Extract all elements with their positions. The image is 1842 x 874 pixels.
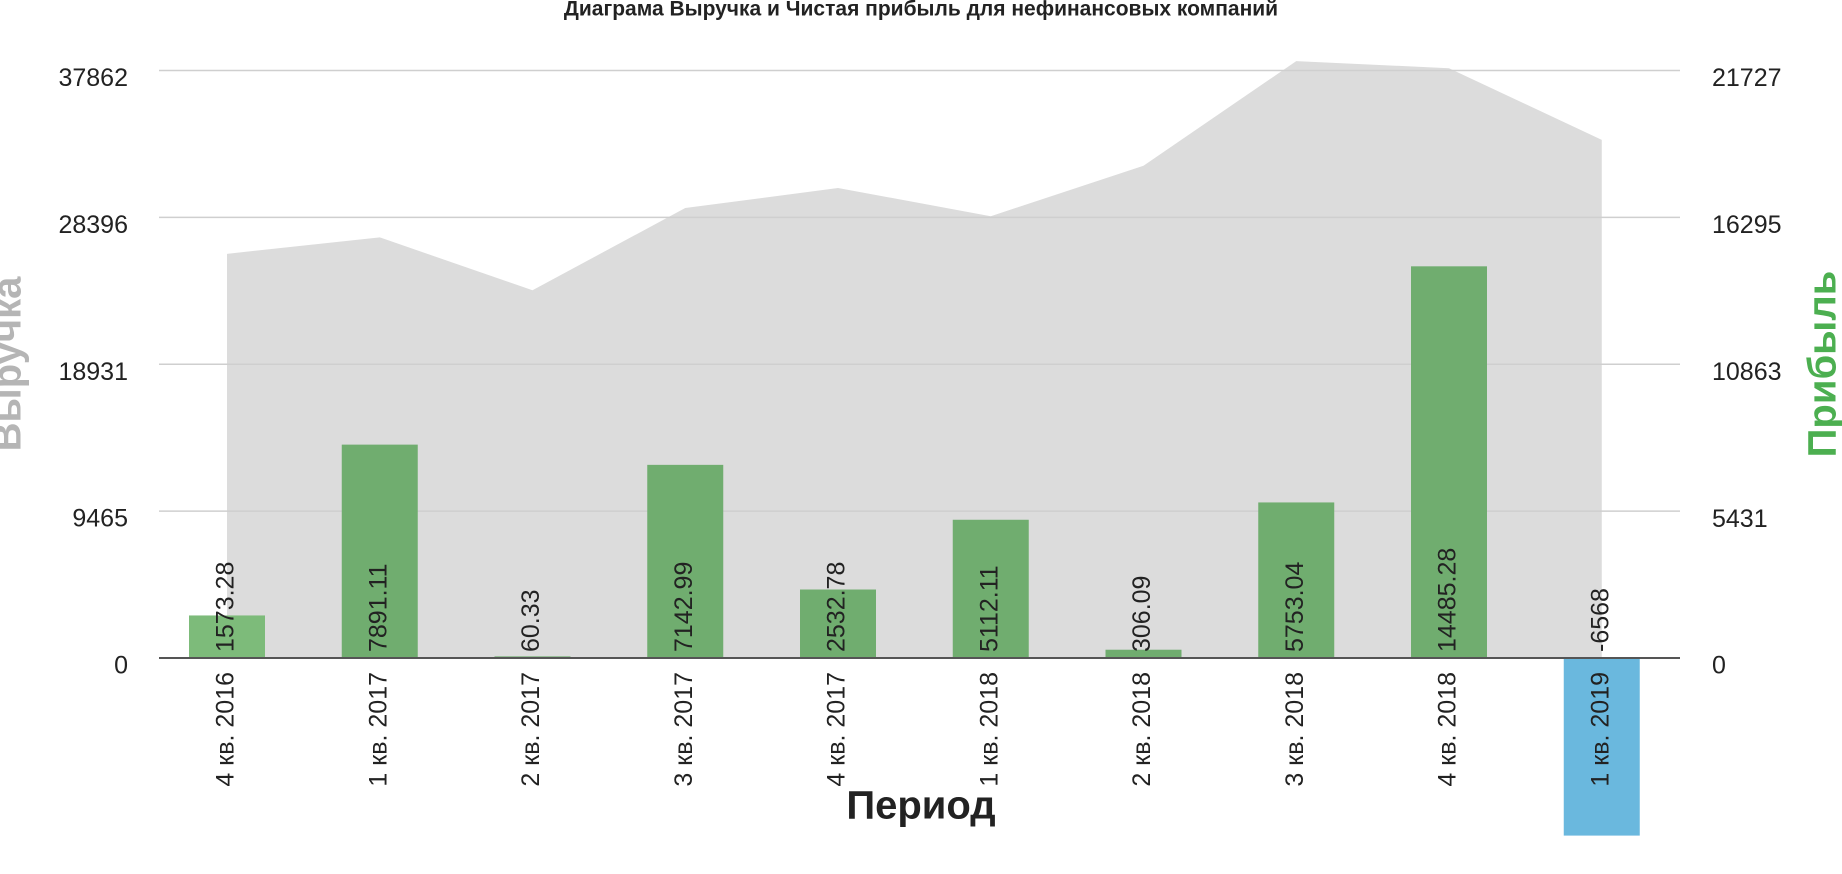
y2-tick-label: 16295 <box>1712 211 1782 239</box>
bar <box>1258 502 1335 658</box>
chart-title: Диаграма Выручка и Чистая прибыль для не… <box>564 0 1278 21</box>
value-label: 5112.11 <box>975 565 1003 652</box>
y2-tick-label: 0 <box>1712 652 1726 680</box>
area <box>227 61 1602 658</box>
bar <box>1411 266 1487 658</box>
value-label: 7142.99 <box>670 562 698 652</box>
bar <box>800 589 876 658</box>
bar <box>189 615 265 658</box>
y-axis-title: Выручка <box>0 276 30 451</box>
value-label: 5753.04 <box>1281 562 1309 652</box>
x-tick-label: 1 кв. 2019 <box>1586 672 1614 787</box>
x-tick-label: 1 кв. 2017 <box>364 672 392 787</box>
x-tick-label: 2 кв. 2017 <box>517 672 545 787</box>
value-label: 2532.78 <box>823 562 851 652</box>
bar <box>341 444 418 658</box>
x-tick-label: 4 кв. 2016 <box>212 672 240 787</box>
x-tick-label: 1 кв. 2018 <box>975 672 1003 787</box>
value-label: 60.33 <box>517 589 545 652</box>
value-label: 14485.28 <box>1434 548 1462 652</box>
bar <box>1563 658 1640 836</box>
y2-tick-label: 21727 <box>1712 64 1782 92</box>
y-tick-label: 0 <box>114 652 128 680</box>
value-label: 1573.28 <box>212 562 240 652</box>
x-tick-label: 4 кв. 2018 <box>1434 672 1462 787</box>
x-tick-label: 4 кв. 2017 <box>823 672 851 787</box>
y2-tick-label: 10863 <box>1712 358 1782 386</box>
bar <box>952 519 1029 658</box>
y-tick-label: 18931 <box>58 358 128 386</box>
x-tick-label: 3 кв. 2018 <box>1281 672 1309 787</box>
y-tick-label: 37862 <box>58 64 128 92</box>
x-tick-label: 3 кв. 2017 <box>670 672 698 787</box>
value-label: 7891.11 <box>364 563 392 652</box>
bar <box>1105 649 1182 658</box>
bar <box>647 464 724 658</box>
value-label: -6568 <box>1586 588 1614 652</box>
y2-axis-title: Прибыль <box>1801 271 1842 458</box>
y-tick-label: 9465 <box>72 505 128 533</box>
x-tick-label: 2 кв. 2018 <box>1128 672 1156 787</box>
x-axis-title: Период <box>846 784 995 828</box>
value-label: 306.09 <box>1128 576 1156 652</box>
y2-tick-label: 5431 <box>1712 505 1768 533</box>
y-tick-label: 28396 <box>58 211 128 239</box>
